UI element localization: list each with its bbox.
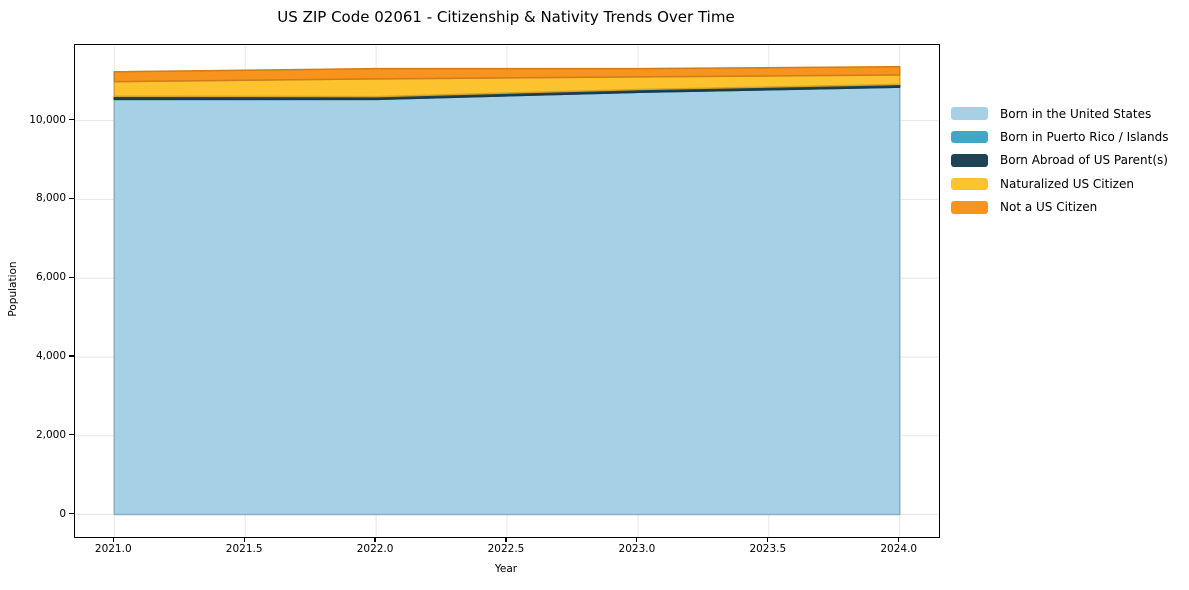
plot-area bbox=[74, 44, 940, 538]
x-tick-label: 2022.5 bbox=[487, 543, 525, 555]
x-axis-label: Year bbox=[494, 563, 518, 575]
x-tick-label: 2024.0 bbox=[880, 543, 918, 555]
chart-title: US ZIP Code 02061 - Citizenship & Nativi… bbox=[277, 8, 735, 26]
y-tick-label: 8,000 bbox=[35, 192, 66, 205]
y-tick-mark bbox=[69, 434, 74, 436]
legend-item: Naturalized US Citizen bbox=[951, 172, 1169, 195]
y-tick-mark bbox=[69, 512, 74, 515]
legend-item: Born in Puerto Rico / Islands bbox=[951, 125, 1169, 148]
legend-swatch bbox=[951, 201, 988, 214]
x-tick-mark bbox=[636, 537, 638, 543]
x-tick-mark bbox=[112, 537, 114, 543]
y-tick-label: 10,000 bbox=[29, 113, 66, 126]
x-tick-label: 2021.5 bbox=[225, 543, 263, 555]
legend-label: Born in the United States bbox=[1000, 106, 1152, 121]
y-tick-label: 2,000 bbox=[35, 428, 66, 441]
y-axis-label: Population bbox=[7, 261, 19, 317]
x-tick-mark bbox=[898, 537, 900, 543]
legend-item: Born Abroad of US Parent(s) bbox=[951, 149, 1169, 172]
y-tick-label: 6,000 bbox=[35, 271, 66, 284]
legend-item: Not a US Citizen bbox=[951, 196, 1169, 219]
legend-label: Naturalized US Citizen bbox=[1000, 176, 1134, 191]
legend: Born in the United States Born in Puerto … bbox=[951, 102, 1169, 219]
legend-swatch bbox=[951, 130, 988, 144]
stacked-area-chart bbox=[75, 45, 939, 537]
y-tick-label: 4,000 bbox=[35, 349, 66, 362]
legend-swatch bbox=[951, 107, 988, 120]
x-tick-mark bbox=[374, 537, 376, 543]
x-tick-label: 2022.0 bbox=[356, 543, 394, 555]
x-tick-label: 2023.5 bbox=[749, 543, 787, 555]
legend-swatch bbox=[951, 154, 988, 167]
x-tick-label: 2021.0 bbox=[94, 543, 132, 555]
legend-swatch bbox=[951, 177, 988, 191]
y-tick-label: 0 bbox=[59, 507, 66, 520]
legend-label: Not a US Citizen bbox=[1000, 200, 1098, 215]
legend-label: Born in Puerto Rico / Islands bbox=[1000, 130, 1169, 145]
legend-label: Born Abroad of US Parent(s) bbox=[1000, 153, 1168, 168]
y-tick-mark bbox=[69, 276, 74, 278]
area-series bbox=[113, 65, 901, 83]
legend-item: Born in the United States bbox=[951, 102, 1169, 125]
x-tick-mark bbox=[767, 537, 769, 543]
y-tick-mark bbox=[69, 197, 74, 199]
y-tick-mark bbox=[69, 355, 74, 357]
y-tick-mark bbox=[69, 119, 74, 121]
x-tick-mark bbox=[243, 537, 245, 543]
x-tick-label: 2023.0 bbox=[618, 543, 656, 555]
area-series bbox=[113, 86, 901, 516]
x-tick-mark bbox=[505, 537, 507, 543]
